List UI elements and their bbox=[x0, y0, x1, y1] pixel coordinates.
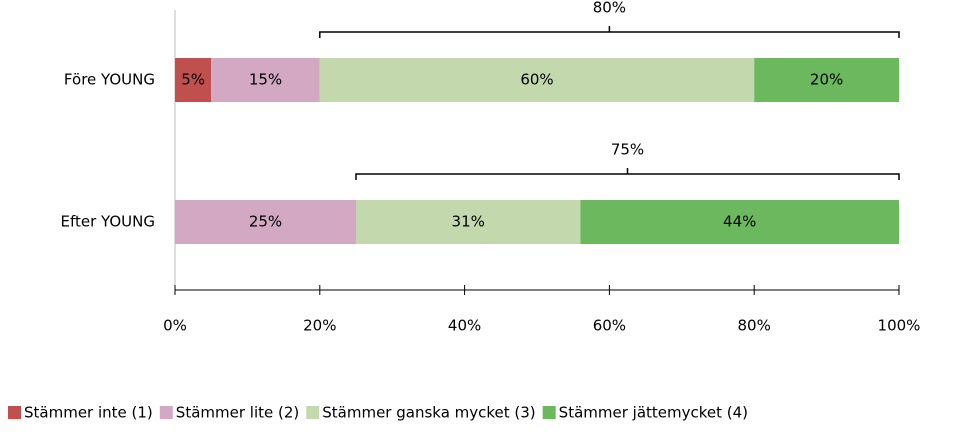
legend-label: Stämmer ganska mycket (3) bbox=[322, 404, 535, 422]
value-label: 25% bbox=[249, 213, 282, 231]
value-label: 5% bbox=[181, 71, 205, 89]
bar-segment bbox=[175, 200, 356, 244]
annotation-label: 75% bbox=[611, 141, 644, 159]
category-label: Före YOUNG bbox=[64, 71, 155, 89]
value-label: 31% bbox=[452, 213, 485, 231]
x-tick-label: 100% bbox=[878, 317, 921, 335]
legend-label: Stämmer jättemycket (4) bbox=[559, 404, 748, 422]
value-label: 20% bbox=[810, 71, 843, 89]
bar-segment bbox=[319, 58, 755, 102]
value-label: 44% bbox=[723, 213, 756, 231]
x-tick-label: 40% bbox=[448, 317, 481, 335]
legend-label: Stämmer lite (2) bbox=[176, 404, 299, 422]
bar-segment bbox=[175, 58, 212, 102]
x-tick-label: 60% bbox=[593, 317, 626, 335]
legend-swatch bbox=[306, 406, 320, 419]
bar-segment bbox=[356, 200, 581, 244]
bar-segment bbox=[754, 58, 899, 102]
bracket bbox=[355, 168, 900, 180]
legend-swatch bbox=[542, 406, 556, 419]
x-tick-label: 0% bbox=[163, 317, 187, 335]
bar-segment bbox=[580, 200, 899, 244]
x-tick-label: 20% bbox=[303, 317, 336, 335]
value-label: 60% bbox=[520, 71, 553, 89]
value-label: 15% bbox=[249, 71, 282, 89]
category-label: Efter YOUNG bbox=[60, 213, 155, 231]
legend-swatch bbox=[8, 406, 21, 419]
x-tick-label: 80% bbox=[738, 317, 771, 335]
bar-segment bbox=[211, 58, 320, 102]
legend-swatch bbox=[159, 406, 173, 419]
legend-label: Stämmer inte (1) bbox=[24, 404, 153, 422]
bracket bbox=[319, 26, 900, 38]
annotation-label: 80% bbox=[593, 0, 626, 17]
